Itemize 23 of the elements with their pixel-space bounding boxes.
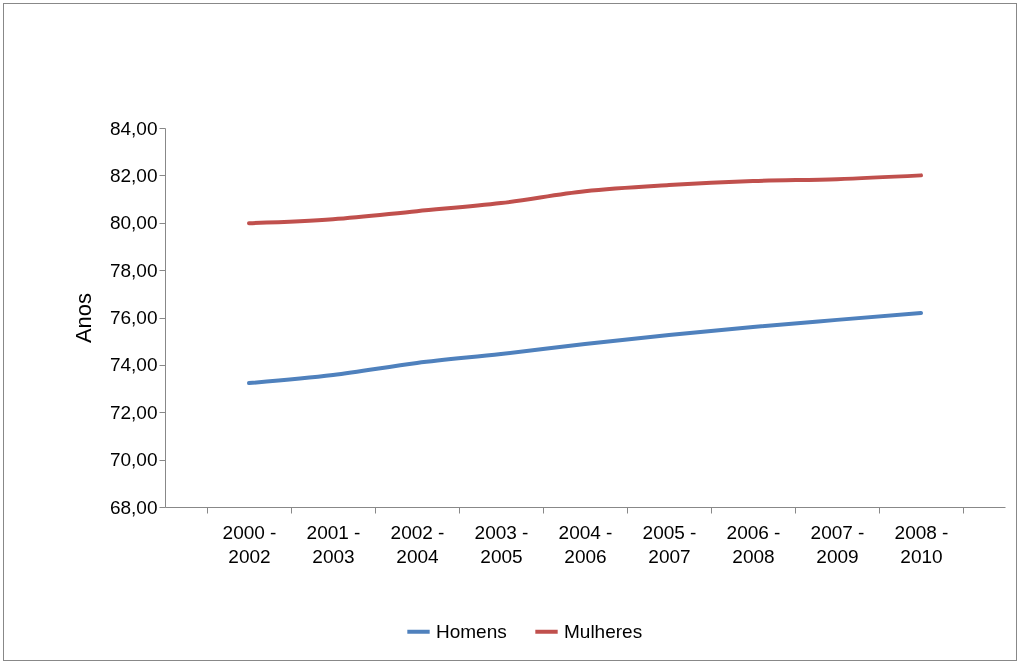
x-tick-label: 2007 - 2009 — [810, 521, 865, 567]
x-tick-label: 2006 - 2008 — [726, 521, 781, 567]
y-tick-label: 70,00 — [109, 449, 158, 471]
x-tick-label: 2001 - 2003 — [306, 521, 361, 567]
x-tick-label: 2008 - 2010 — [894, 521, 949, 567]
y-tick-label: 84,00 — [109, 117, 158, 139]
x-tick-label: 2005 - 2007 — [642, 521, 697, 567]
legend-label: Mulheres — [564, 620, 643, 642]
line-series — [247, 173, 923, 226]
y-tick-label: 74,00 — [109, 354, 158, 376]
x-tick-label: 2004 - 2006 — [558, 521, 613, 567]
x-tick-label: 2003 - 2005 — [474, 521, 529, 567]
y-tick-label: 68,00 — [109, 496, 158, 518]
y-tick-label: 78,00 — [109, 259, 158, 281]
x-tick-label: 2000 - 2002 — [222, 521, 277, 567]
y-axis-title: Anos — [70, 292, 96, 344]
x-tick-label: 2002 - 2004 — [390, 521, 445, 567]
y-tick-label: 80,00 — [109, 212, 158, 234]
y-tick-label: 72,00 — [109, 401, 158, 423]
y-tick-label: 82,00 — [109, 164, 158, 186]
legend-label: Homens — [436, 620, 507, 642]
y-tick-label: 76,00 — [109, 307, 158, 328]
line-series — [247, 311, 923, 386]
